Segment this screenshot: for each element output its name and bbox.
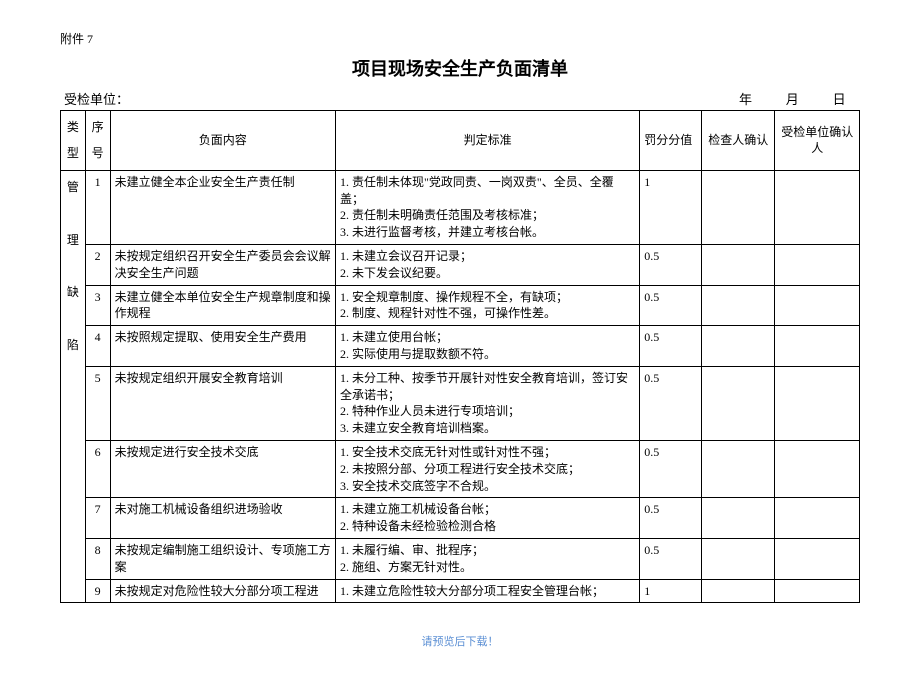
criteria-cell: 1. 责任制未体现"党政同责、一岗双责"、全员、全覆盖；2. 责任制未明确责任范… (335, 170, 639, 244)
seq-cell: 2 (85, 244, 110, 285)
header-criteria: 判定标准 (335, 111, 639, 171)
criteria-cell: 1. 安全技术交底无针对性或针对性不强；2. 未按照分部、分项工程进行安全技术交… (335, 440, 639, 497)
category-cell: 管理缺陷 (61, 170, 86, 603)
confirmer-cell (775, 366, 860, 440)
header-content: 负面内容 (110, 111, 335, 171)
document-title: 项目现场安全生产负面清单 (60, 55, 860, 81)
checker-cell (702, 440, 775, 497)
seq-cell: 5 (85, 366, 110, 440)
criteria-cell: 1. 未建立使用台帐；2. 实际使用与提取数额不符。 (335, 326, 639, 367)
content-cell: 未按规定对危险性较大分部分项工程进 (110, 579, 335, 603)
content-cell: 未按规定组织召开安全生产委员会会议解决安全生产问题 (110, 244, 335, 285)
table-row: 9未按规定对危险性较大分部分项工程进1. 未建立危险性较大分部分项工程安全管理台… (61, 579, 860, 603)
score-cell: 0.5 (640, 326, 702, 367)
criteria-cell: 1. 未建立施工机械设备台帐；2. 特种设备未经检验检测合格 (335, 498, 639, 539)
header-row: 受检单位： 年 月 日 (60, 89, 860, 108)
confirmer-cell (775, 244, 860, 285)
score-cell: 0.5 (640, 366, 702, 440)
content-cell: 未按规定组织开展安全教育培训 (110, 366, 335, 440)
checklist-table: 类型 序号 负面内容 判定标准 罚分分值 检查人确认 受检单位确认人 管理缺陷1… (60, 110, 860, 603)
table-row: 5未按规定组织开展安全教育培训1. 未分工种、按季节开展针对性安全教育培训，签订… (61, 366, 860, 440)
checker-cell (702, 326, 775, 367)
attachment-label: 附件 7 (60, 30, 860, 47)
header-type: 类型 (61, 111, 86, 171)
confirmer-cell (775, 440, 860, 497)
confirmer-cell (775, 285, 860, 326)
table-row: 7未对施工机械设备组织进场验收1. 未建立施工机械设备台帐；2. 特种设备未经检… (61, 498, 860, 539)
header-score: 罚分分值 (640, 111, 702, 171)
confirmer-cell (775, 498, 860, 539)
seq-cell: 6 (85, 440, 110, 497)
content-cell: 未按规定编制施工组织设计、专项施工方案 (110, 538, 335, 579)
score-cell: 0.5 (640, 498, 702, 539)
confirmer-cell (775, 538, 860, 579)
header-seq: 序号 (85, 111, 110, 171)
table-row: 3未建立健全本单位安全生产规章制度和操作规程1. 安全规章制度、操作规程不全，有… (61, 285, 860, 326)
criteria-cell: 1. 未建立危险性较大分部分项工程安全管理台帐； (335, 579, 639, 603)
table-row: 8未按规定编制施工组织设计、专项施工方案1. 未履行编、审、批程序；2. 施组、… (61, 538, 860, 579)
seq-cell: 8 (85, 538, 110, 579)
header-confirmer: 受检单位确认人 (775, 111, 860, 171)
confirmer-cell (775, 170, 860, 244)
seq-cell: 7 (85, 498, 110, 539)
checker-cell (702, 579, 775, 603)
content-cell: 未按规定进行安全技术交底 (110, 440, 335, 497)
table-row: 管理缺陷1未建立健全本企业安全生产责任制1. 责任制未体现"党政同责、一岗双责"… (61, 170, 860, 244)
criteria-cell: 1. 安全规章制度、操作规程不全，有缺项；2. 制度、规程针对性不强，可操作性差… (335, 285, 639, 326)
content-cell: 未建立健全本单位安全生产规章制度和操作规程 (110, 285, 335, 326)
score-cell: 1 (640, 170, 702, 244)
checker-cell (702, 244, 775, 285)
table-row: 2未按规定组织召开安全生产委员会会议解决安全生产问题1. 未建立会议召开记录；2… (61, 244, 860, 285)
seq-cell: 4 (85, 326, 110, 367)
confirmer-cell (775, 579, 860, 603)
criteria-cell: 1. 未分工种、按季节开展针对性安全教育培训，签订安全承诺书；2. 特种作业人员… (335, 366, 639, 440)
checker-cell (702, 170, 775, 244)
seq-cell: 3 (85, 285, 110, 326)
content-cell: 未按照规定提取、使用安全生产费用 (110, 326, 335, 367)
date-label: 年 月 日 (739, 89, 856, 108)
score-cell: 0.5 (640, 538, 702, 579)
confirmer-cell (775, 326, 860, 367)
checker-cell (702, 366, 775, 440)
footer-text: 请预览后下载！ (60, 633, 860, 649)
inspected-unit-label: 受检单位： (64, 89, 129, 108)
score-cell: 0.5 (640, 440, 702, 497)
content-cell: 未建立健全本企业安全生产责任制 (110, 170, 335, 244)
table-row: 6未按规定进行安全技术交底1. 安全技术交底无针对性或针对性不强；2. 未按照分… (61, 440, 860, 497)
header-checker: 检查人确认 (702, 111, 775, 171)
score-cell: 0.5 (640, 285, 702, 326)
criteria-cell: 1. 未建立会议召开记录；2. 未下发会议纪要。 (335, 244, 639, 285)
score-cell: 0.5 (640, 244, 702, 285)
checker-cell (702, 285, 775, 326)
content-cell: 未对施工机械设备组织进场验收 (110, 498, 335, 539)
table-row: 4未按照规定提取、使用安全生产费用1. 未建立使用台帐；2. 实际使用与提取数额… (61, 326, 860, 367)
score-cell: 1 (640, 579, 702, 603)
table-header-row: 类型 序号 负面内容 判定标准 罚分分值 检查人确认 受检单位确认人 (61, 111, 860, 171)
checker-cell (702, 498, 775, 539)
criteria-cell: 1. 未履行编、审、批程序；2. 施组、方案无针对性。 (335, 538, 639, 579)
seq-cell: 9 (85, 579, 110, 603)
seq-cell: 1 (85, 170, 110, 244)
checker-cell (702, 538, 775, 579)
